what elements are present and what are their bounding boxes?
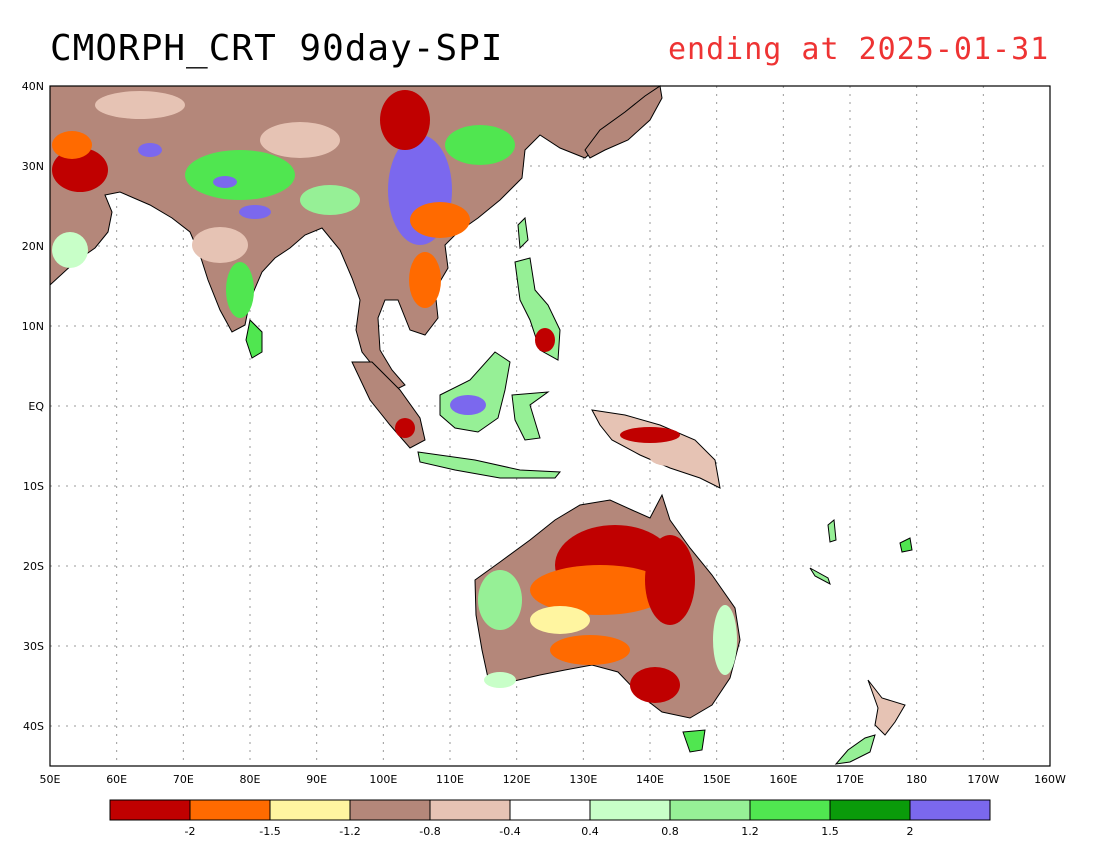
lon-tick-label: 150E xyxy=(703,773,731,786)
lon-tick-label: 160W xyxy=(1034,773,1066,786)
legend-swatch xyxy=(429,799,511,821)
legend-swatch xyxy=(269,799,351,821)
patch xyxy=(138,143,162,157)
lon-tick-label: 110E xyxy=(436,773,464,786)
lat-tick-label: 30N xyxy=(22,160,44,173)
lon-tick-label: 50E xyxy=(40,773,61,786)
land-layer xyxy=(49,85,913,765)
java xyxy=(417,451,562,479)
patch xyxy=(450,395,486,415)
patch xyxy=(260,122,340,158)
map-frame xyxy=(49,85,1051,767)
map-title: CMORPH_CRT 90day-SPI xyxy=(50,28,504,69)
patch xyxy=(484,672,516,688)
japan xyxy=(584,85,663,159)
legend-colorbar: -2 -1.5 -1.2 -0.8 -0.4 0.4 0.8 1.2 1.5 2 xyxy=(109,799,991,838)
patch xyxy=(713,605,737,675)
lon-tick-label: 160E xyxy=(769,773,797,786)
legend-swatch xyxy=(829,799,911,821)
patch xyxy=(409,252,441,308)
lon-tick-label: 180 xyxy=(906,773,927,786)
patch xyxy=(445,125,515,165)
asia-landmass xyxy=(49,85,661,391)
legend-swatch xyxy=(189,799,271,821)
lat-tick-label: 20N xyxy=(22,240,44,253)
patch xyxy=(535,328,555,352)
lat-tick-label: 40N xyxy=(22,80,44,93)
legend-label: -0.4 xyxy=(499,825,520,838)
patch xyxy=(478,570,522,630)
patch xyxy=(192,227,248,263)
legend-swatch xyxy=(509,799,591,821)
lon-tick-label: 130E xyxy=(569,773,597,786)
patch xyxy=(530,606,590,634)
patch xyxy=(530,565,670,615)
legend-swatch xyxy=(109,799,191,821)
patch xyxy=(95,91,185,119)
legend-label: 2 xyxy=(907,825,914,838)
lon-tick-label: 140E xyxy=(636,773,664,786)
legend-label: -1.2 xyxy=(339,825,360,838)
legend-swatch xyxy=(349,799,431,821)
lon-tick-label: 170E xyxy=(836,773,864,786)
legend-swatch xyxy=(669,799,751,821)
vanuatu xyxy=(827,519,837,543)
patch xyxy=(52,131,92,159)
lon-tick-label: 70E xyxy=(173,773,194,786)
lon-tick-label: 80E xyxy=(240,773,261,786)
spi-patches xyxy=(52,90,737,703)
legend-swatch xyxy=(589,799,671,821)
tick-labels: 40N 30N 20N 10N EQ 10S 20S 30S 40S 50E 60E 70E 80E 90… xyxy=(22,80,1066,786)
legend-swatch xyxy=(749,799,831,821)
new-caledonia xyxy=(809,567,831,586)
legend-label: -0.8 xyxy=(419,825,440,838)
sri-lanka xyxy=(245,318,263,359)
legend-label: 1.5 xyxy=(821,825,839,838)
patch xyxy=(300,185,360,215)
patch xyxy=(239,205,271,219)
patch xyxy=(395,418,415,438)
lat-tick-label: EQ xyxy=(28,400,44,413)
lat-tick-label: 10N xyxy=(22,320,44,333)
borneo xyxy=(439,351,511,433)
patch xyxy=(226,262,254,318)
patch xyxy=(52,148,108,192)
new-zealand-north xyxy=(867,679,906,736)
lat-tick-label: 40S xyxy=(23,720,44,733)
patch xyxy=(650,450,690,466)
map-subtitle: ending at 2025-01-31 xyxy=(668,32,1050,67)
legend-swatch xyxy=(909,799,991,821)
lon-tick-label: 170W xyxy=(967,773,999,786)
lat-tick-label: 10S xyxy=(23,480,44,493)
patch xyxy=(185,150,295,200)
patch xyxy=(410,202,470,238)
patch xyxy=(620,427,680,443)
patch xyxy=(630,667,680,703)
lat-tick-label: 30S xyxy=(23,640,44,653)
new-zealand-south xyxy=(834,734,876,765)
lon-tick-label: 90E xyxy=(306,773,327,786)
lon-tick-label: 120E xyxy=(503,773,531,786)
patch xyxy=(52,232,88,268)
legend-label: -2 xyxy=(185,825,196,838)
new-guinea xyxy=(591,409,721,489)
patch xyxy=(213,176,237,188)
taiwan xyxy=(517,216,529,250)
sulawesi xyxy=(511,391,550,441)
legend-label: 0.4 xyxy=(581,825,599,838)
patch xyxy=(380,90,430,150)
tasmania xyxy=(682,729,706,753)
patch xyxy=(645,535,695,625)
lon-tick-label: 60E xyxy=(106,773,127,786)
legend-label: 0.8 xyxy=(661,825,679,838)
legend-label: 1.2 xyxy=(741,825,759,838)
fiji xyxy=(899,537,913,553)
patch xyxy=(550,635,630,665)
legend-label: -1.5 xyxy=(259,825,280,838)
lon-tick-label: 100E xyxy=(369,773,397,786)
lat-tick-label: 20S xyxy=(23,560,44,573)
